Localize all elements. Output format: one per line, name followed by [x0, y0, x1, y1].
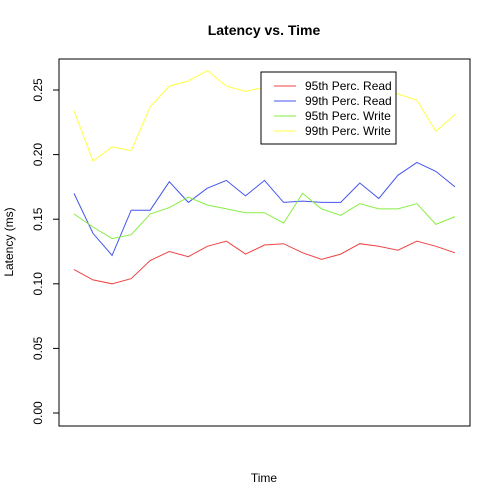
legend-label: 99th Perc. Write [305, 124, 391, 138]
y-tick-label: 0.10 [31, 272, 45, 296]
y-axis-label: Latency (ms) [2, 207, 16, 276]
y-tick-label: 0.20 [31, 143, 45, 167]
series-line-3 [73, 192, 456, 240]
legend-box [260, 71, 397, 145]
legend-label: 95th Perc. Read [305, 79, 392, 93]
y-tick-label: 0.25 [31, 78, 45, 102]
series-line-2 [73, 161, 456, 257]
y-tick-label: 0.00 [31, 401, 45, 425]
legend-label: 95th Perc. Write [305, 109, 391, 123]
y-axis: 0.00 0.05 0.10 0.15 0.20 0.25 [31, 78, 60, 425]
y-tick-label: 0.05 [31, 336, 45, 360]
y-tick-label: 0.15 [31, 207, 45, 231]
x-axis-label: Time [251, 471, 278, 485]
chart-title: Latency vs. Time [208, 22, 321, 38]
legend-label: 99th Perc. Read [305, 94, 392, 108]
series-line-1 [73, 240, 456, 285]
